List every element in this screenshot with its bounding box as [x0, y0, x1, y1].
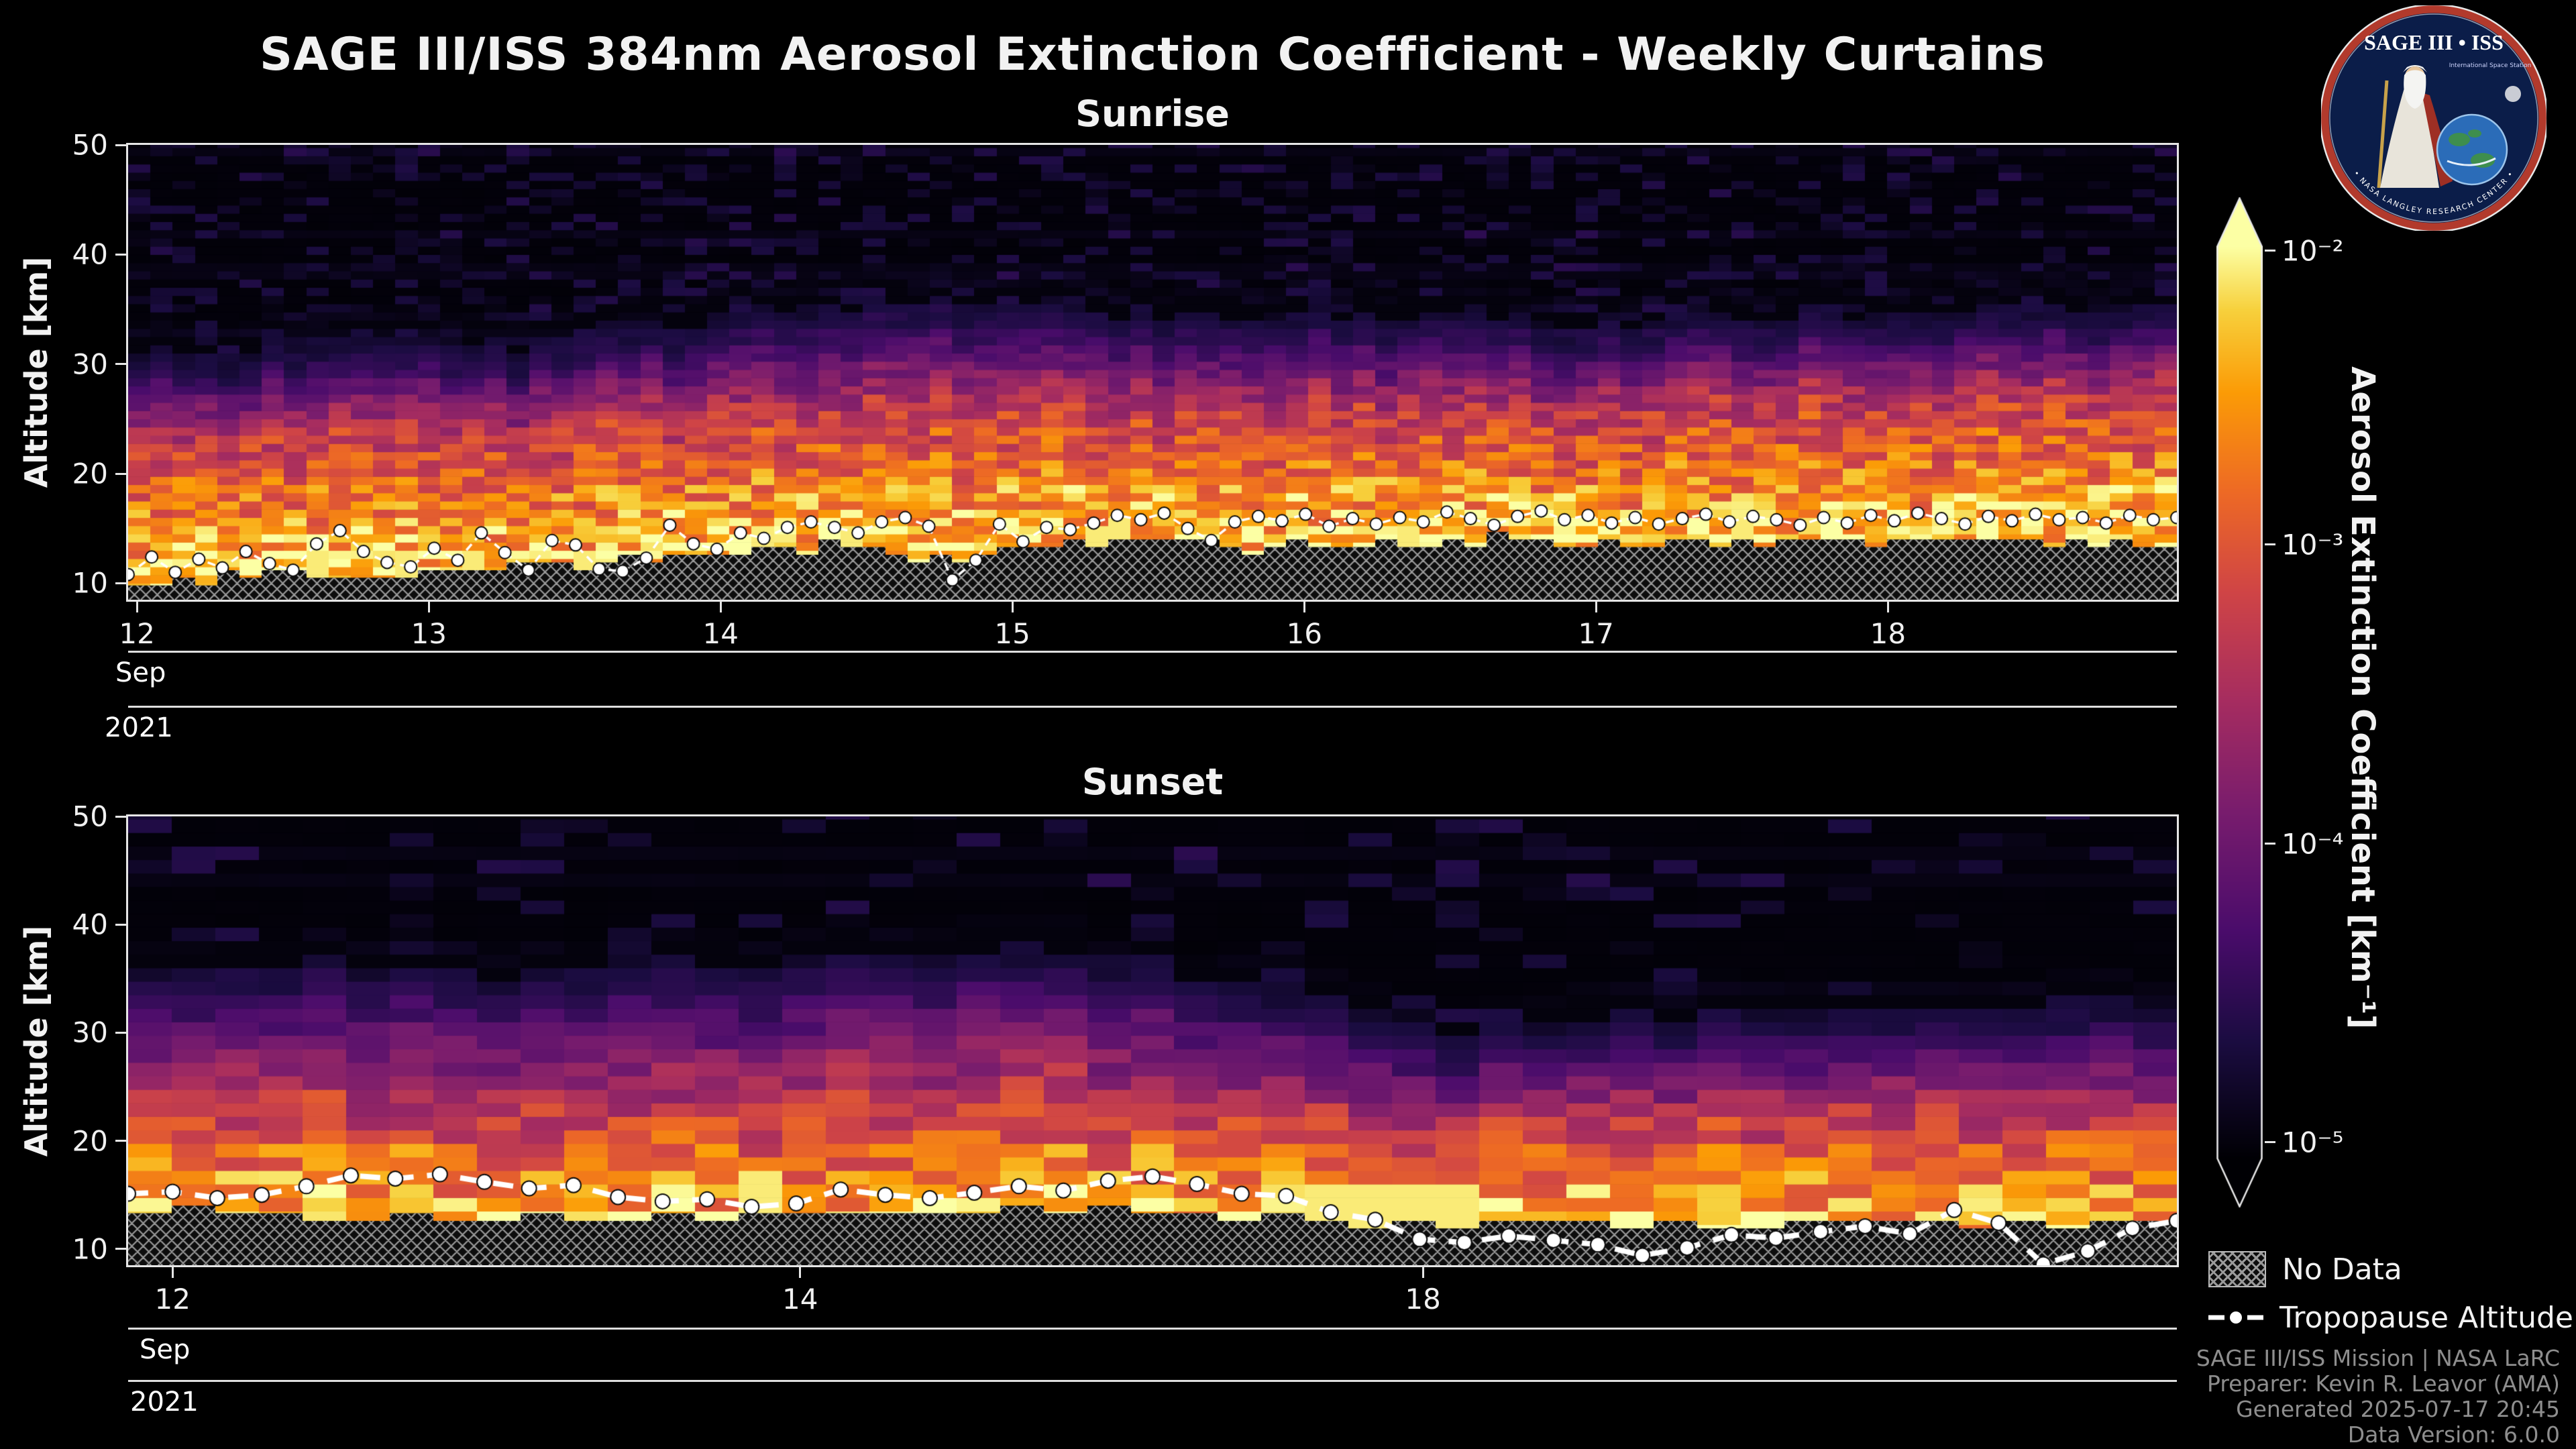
- x-tick-label: 18: [1405, 1283, 1441, 1316]
- y-tick-label: 30: [72, 347, 108, 381]
- wizard-beard: [2404, 70, 2426, 109]
- colorbar-tick-mark: [2265, 1141, 2275, 1144]
- sunset-heatmap-panel: [126, 814, 2179, 1267]
- wizard-robe: [2380, 86, 2439, 188]
- x-tick-label: 14: [782, 1283, 818, 1316]
- y-tick-mark: [115, 144, 126, 146]
- colorbar-tick-mark: [2265, 543, 2275, 546]
- sunset-y-axis-label: Altitude [km]: [18, 925, 54, 1157]
- x-tick-mark: [1303, 602, 1305, 612]
- legend: No Data Tropopause Altitude: [2208, 1245, 2573, 1342]
- y-tick-label: 20: [72, 1124, 108, 1158]
- x-tick-label: 17: [1578, 617, 1614, 650]
- y-tick-mark: [115, 815, 126, 818]
- y-tick-label: 10: [72, 1232, 108, 1266]
- y-tick-mark: [115, 923, 126, 926]
- colorbar-tick-label: 10⁻²: [2282, 234, 2344, 268]
- x-tick-mark: [1886, 602, 1889, 612]
- colorbar-tick-label: 10⁻³: [2282, 528, 2344, 561]
- x-tick-label: 14: [702, 617, 739, 650]
- earth-land-1: [2449, 133, 2470, 146]
- colorbar-tick-mark: [2265, 843, 2275, 845]
- colorbar-tick-label: 10⁻⁴: [2282, 827, 2344, 861]
- mission-logo: SAGE III • ISS International Space Stati…: [2321, 5, 2546, 231]
- y-tick-mark: [115, 1140, 126, 1142]
- no-data-hatch-swatch: [2208, 1251, 2266, 1287]
- y-tick-label: 50: [72, 128, 108, 162]
- moon: [2505, 86, 2521, 102]
- legend-row-tropopause: Tropopause Altitude: [2208, 1293, 2573, 1342]
- y-tick-mark: [115, 582, 126, 584]
- credit-line: SAGE III/ISS Mission | NASA LaRC: [2196, 1345, 2560, 1371]
- y-tick-mark: [115, 253, 126, 256]
- x-tick-mark: [427, 602, 430, 612]
- sunset-month-label: Sep: [140, 1334, 191, 1365]
- x-tick-mark: [799, 1267, 802, 1278]
- y-tick-mark: [115, 1031, 126, 1034]
- x-tick-mark: [719, 602, 722, 612]
- sunset-panel-title: Sunset: [1081, 761, 1224, 803]
- sunrise-year-label: 2021: [105, 712, 173, 743]
- x-tick-mark: [1011, 602, 1014, 612]
- sunset-heatmap-canvas: [128, 816, 2177, 1265]
- sunrise-month-axis-line: [128, 651, 2177, 653]
- x-tick-label: 16: [1286, 617, 1323, 650]
- x-tick-mark: [171, 1267, 174, 1278]
- sunrise-heatmap-panel: [126, 143, 2179, 602]
- y-tick-label: 20: [72, 457, 108, 490]
- y-tick-mark: [115, 472, 126, 475]
- logo-inner-border: [2329, 13, 2538, 223]
- sunrise-heatmap-canvas: [128, 145, 2177, 600]
- figure-title: SAGE III/ISS 384nm Aerosol Extinction Co…: [260, 28, 2045, 81]
- y-tick-label: 10: [72, 566, 108, 600]
- x-tick-mark: [1421, 1267, 1424, 1278]
- colorbar-axis-label: Aerosol Extinction Coefficient [km⁻¹]: [2344, 366, 2381, 1029]
- x-tick-label: 13: [411, 617, 447, 650]
- wizard-hair: [2403, 65, 2427, 72]
- sunset-month-axis-line: [128, 1328, 2177, 1330]
- sunrise-panel-title: Sunrise: [1075, 93, 1230, 135]
- colorbar-tick-label: 10⁻⁵: [2282, 1126, 2344, 1159]
- legend-row-no-data: No Data: [2208, 1245, 2573, 1293]
- x-tick-label: 12: [119, 617, 155, 650]
- earth-land-3: [2468, 129, 2481, 138]
- credits: SAGE III/ISS Mission | NASA LaRC Preparer…: [2196, 1346, 2560, 1448]
- x-tick-mark: [1595, 602, 1597, 612]
- credit-line: Preparer: Kevin R. Leavor (AMA): [2207, 1371, 2560, 1397]
- x-tick-mark: [136, 602, 138, 612]
- y-tick-label: 30: [72, 1016, 108, 1049]
- colorbar-tick-mark: [2265, 250, 2275, 252]
- x-tick-label: 12: [154, 1283, 191, 1316]
- logo-subtitle-text: International Space Station: [2449, 62, 2532, 69]
- y-tick-label: 40: [72, 908, 108, 941]
- x-tick-label: 15: [994, 617, 1030, 650]
- sunrise-y-axis-label: Altitude [km]: [18, 256, 54, 488]
- y-tick-mark: [115, 1248, 126, 1250]
- y-tick-label: 40: [72, 237, 108, 271]
- no-data-label: No Data: [2282, 1252, 2402, 1287]
- sunrise-year-axis-line: [128, 706, 2177, 708]
- credit-line: Generated 2025-07-17 20:45: [2236, 1396, 2560, 1422]
- earth: [2436, 113, 2508, 186]
- credit-line: Data Version: 6.0.0: [2347, 1421, 2560, 1448]
- wizard-staff: [2377, 80, 2389, 189]
- logo-title-text: SAGE III • ISS: [2364, 30, 2504, 54]
- sunset-year-axis-line: [128, 1380, 2177, 1382]
- tropopause-label: Tropopause Altitude: [2279, 1300, 2574, 1335]
- colorbar: [2216, 197, 2263, 1208]
- earth-cloud: [2447, 157, 2496, 166]
- sunset-year-label: 2021: [130, 1387, 199, 1417]
- y-tick-label: 50: [72, 800, 108, 833]
- sunrise-month-label: Sep: [115, 657, 166, 688]
- x-tick-label: 18: [1870, 617, 1907, 650]
- tropopause-line-swatch: [2208, 1311, 2263, 1324]
- y-tick-mark: [115, 363, 126, 366]
